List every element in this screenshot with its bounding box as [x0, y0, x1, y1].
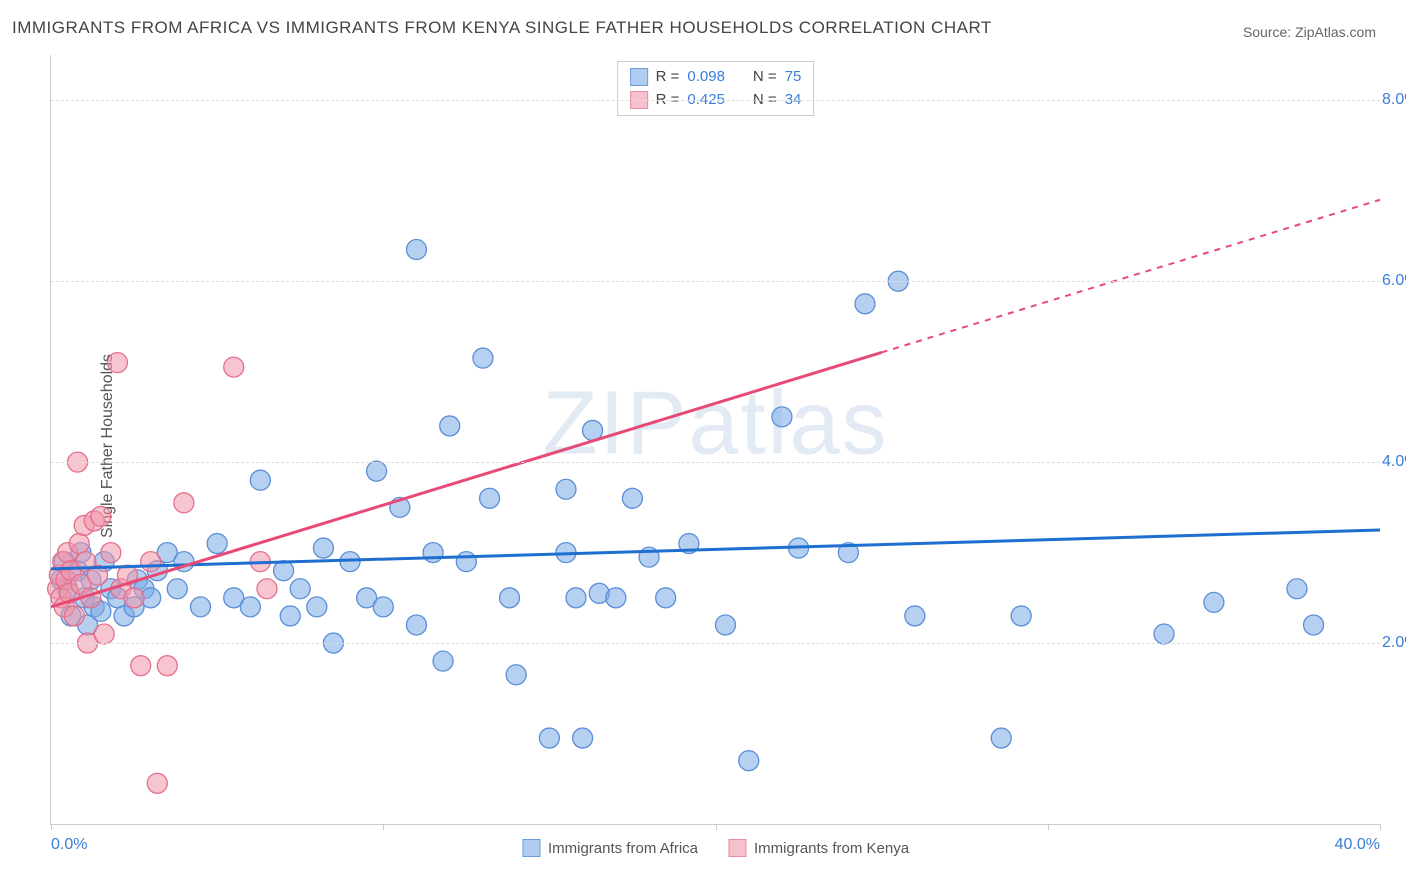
- scatter-point: [250, 470, 270, 490]
- scatter-point: [556, 479, 576, 499]
- gridline: [51, 643, 1380, 644]
- scatter-point: [440, 416, 460, 436]
- scatter-point: [280, 606, 300, 626]
- legend-swatch-0: [522, 839, 540, 857]
- scatter-point: [207, 534, 227, 554]
- scatter-point: [1204, 592, 1224, 612]
- scatter-point: [656, 588, 676, 608]
- legend-swatch-1: [728, 839, 746, 857]
- x-tick-mark: [716, 824, 717, 830]
- scatter-point: [157, 656, 177, 676]
- gridline: [51, 462, 1380, 463]
- gridline: [51, 281, 1380, 282]
- scatter-point: [290, 579, 310, 599]
- scatter-point: [1154, 624, 1174, 644]
- gridline: [51, 100, 1380, 101]
- x-tick-mark: [1380, 824, 1381, 830]
- scatter-point: [240, 597, 260, 617]
- x-tick-max: 40.0%: [1335, 836, 1380, 854]
- scatter-point: [124, 588, 144, 608]
- scatter-point: [1287, 579, 1307, 599]
- scatter-point: [167, 579, 187, 599]
- scatter-point: [307, 597, 327, 617]
- legend-item-1: Immigrants from Kenya: [728, 839, 909, 857]
- plot-area: ZIPatlas R = 0.098 N = 75 R = 0.425 N = …: [50, 55, 1380, 825]
- y-tick-label: 6.0%: [1382, 272, 1406, 290]
- scatter-point: [539, 728, 559, 748]
- scatter-point: [566, 588, 586, 608]
- scatter-point: [131, 656, 151, 676]
- scatter-point: [423, 543, 443, 563]
- scatter-point: [107, 353, 127, 373]
- scatter-point: [367, 461, 387, 481]
- scatter-point: [406, 615, 426, 635]
- scatter-point: [905, 606, 925, 626]
- series-legend: Immigrants from Africa Immigrants from K…: [522, 839, 909, 857]
- legend-item-0: Immigrants from Africa: [522, 839, 698, 857]
- scatter-point: [101, 543, 121, 563]
- scatter-point: [141, 552, 161, 572]
- chart-title: IMMIGRANTS FROM AFRICA VS IMMIGRANTS FRO…: [12, 18, 992, 38]
- scatter-point: [147, 773, 167, 793]
- x-tick-min: 0.0%: [51, 836, 87, 854]
- scatter-point: [69, 534, 89, 554]
- scatter-point: [500, 588, 520, 608]
- legend-label-1: Immigrants from Kenya: [754, 840, 909, 857]
- y-tick-label: 4.0%: [1382, 453, 1406, 471]
- scatter-point: [715, 615, 735, 635]
- scatter-point: [313, 538, 333, 558]
- scatter-point: [622, 488, 642, 508]
- scatter-point: [506, 665, 526, 685]
- scatter-point: [480, 488, 500, 508]
- scatter-point: [573, 728, 593, 748]
- scatter-point: [473, 348, 493, 368]
- scatter-point: [739, 751, 759, 771]
- y-tick-label: 8.0%: [1382, 91, 1406, 109]
- scatter-point: [456, 552, 476, 572]
- x-tick-mark: [51, 824, 52, 830]
- scatter-point: [373, 597, 393, 617]
- trend-line: [51, 530, 1380, 569]
- scatter-point: [191, 597, 211, 617]
- trend-line-dashed: [882, 200, 1380, 353]
- scatter-point: [94, 624, 114, 644]
- source-label: Source: ZipAtlas.com: [1243, 24, 1376, 40]
- scatter-point: [91, 506, 111, 526]
- x-tick-mark: [1048, 824, 1049, 830]
- scatter-point: [406, 240, 426, 260]
- scatter-point: [855, 294, 875, 314]
- scatter-point: [1304, 615, 1324, 635]
- scatter-point: [991, 728, 1011, 748]
- scatter-point: [257, 579, 277, 599]
- chart-svg: [51, 55, 1380, 824]
- scatter-point: [433, 651, 453, 671]
- legend-label-0: Immigrants from Africa: [548, 840, 698, 857]
- y-tick-label: 2.0%: [1382, 634, 1406, 652]
- scatter-point: [772, 407, 792, 427]
- scatter-point: [1011, 606, 1031, 626]
- scatter-point: [606, 588, 626, 608]
- scatter-point: [224, 357, 244, 377]
- scatter-point: [64, 606, 84, 626]
- x-tick-mark: [383, 824, 384, 830]
- scatter-point: [174, 493, 194, 513]
